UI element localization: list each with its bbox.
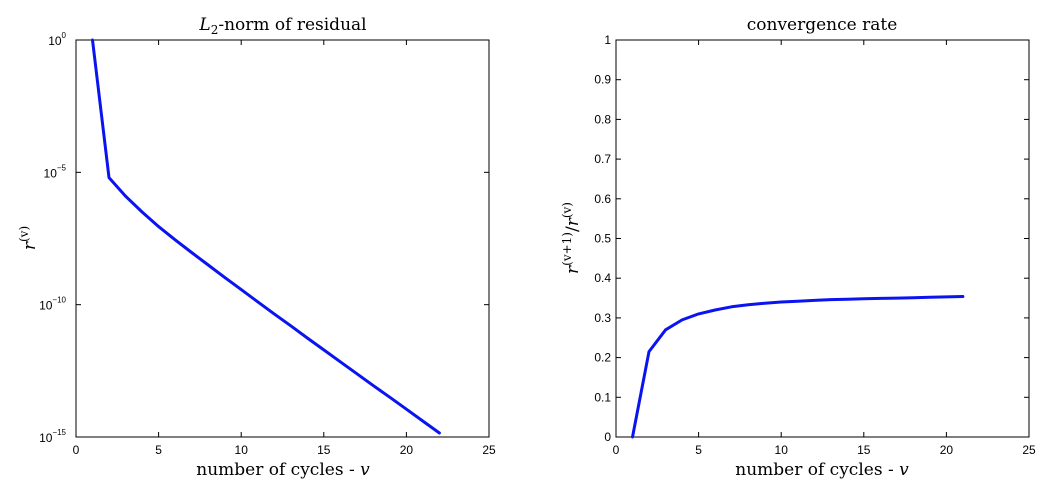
convergence-x-tick-label: 15	[857, 443, 871, 457]
residual-y-tick-label: 10−10	[39, 296, 66, 313]
residual-y-ticks: 100 10−5 10−10 10−15	[39, 31, 489, 445]
convergence-series-line	[631, 295, 965, 439]
convergence-y-tick-label: 0.8	[594, 112, 611, 126]
convergence-x-tick-label: 25	[1022, 443, 1036, 457]
convergence-y-tick-label: 1	[604, 33, 611, 47]
residual-x-tick-label: 10	[235, 443, 249, 457]
convergence-y-tick-label: 0	[604, 430, 611, 444]
convergence-plot-frame	[615, 39, 1030, 438]
convergence-y-tick-label: 0.5	[594, 232, 611, 246]
convergence-x-axis-label: number of cycles - v	[735, 460, 909, 480]
convergence-y-tick-label: 0.1	[594, 390, 611, 404]
residual-chart-title: L2-norm of residual	[198, 15, 366, 37]
convergence-y-tick-label: 0.4	[594, 271, 611, 285]
convergence-y-tick-label: 0.7	[594, 152, 611, 166]
convergence-y-axis-label: r(v+1)/r(v)	[560, 202, 583, 274]
convergence-x-ticks: 0 5 10 15 20 25	[613, 40, 1036, 457]
residual-x-tick-label: 20	[400, 443, 414, 457]
residual-y-tick-label: 10−15	[39, 428, 66, 445]
convergence-x-tick-label: 5	[695, 443, 702, 457]
residual-y-tick-label: 100	[48, 31, 66, 48]
residual-x-tick-label: 5	[155, 443, 162, 457]
residual-x-tick-label: 0	[73, 443, 80, 457]
convergence-y-tick-label: 0.6	[594, 192, 611, 206]
residual-x-tick-label: 25	[482, 443, 496, 457]
convergence-x-tick-label: 20	[940, 443, 954, 457]
residual-y-axis-label: r(v)	[17, 226, 40, 250]
convergence-y-tick-label: 0.9	[594, 73, 611, 87]
convergence-y-ticks: 0 0.1 0.2 0.3 0.4 0.5 0.6 0.7 0.8 0.9 1	[594, 33, 1029, 444]
residual-y-tick-label: 10−5	[44, 163, 67, 180]
residual-x-tick-label: 15	[317, 443, 331, 457]
convergence-chart-title: convergence rate	[747, 15, 898, 35]
convergence-rate-panel: convergence rate 0 5 10 15 20 25 0 0.1 0.2 0.3 0.…	[560, 15, 1036, 480]
residual-norm-panel: L2-norm of residual 0 5 10 15 20 25 10010−510…	[17, 15, 496, 480]
residual-plot-frame	[75, 39, 490, 438]
residual-x-axis-label: number of cycles - v	[196, 460, 370, 480]
convergence-x-tick-label: 10	[775, 443, 789, 457]
convergence-y-tick-label: 0.3	[594, 311, 611, 325]
convergence-x-tick-label: 0	[613, 443, 620, 457]
convergence-y-tick-label: 0.2	[594, 351, 611, 365]
residual-x-ticks: 0 5 10 15 20 25	[73, 40, 496, 457]
residual-series-line	[91, 38, 441, 435]
